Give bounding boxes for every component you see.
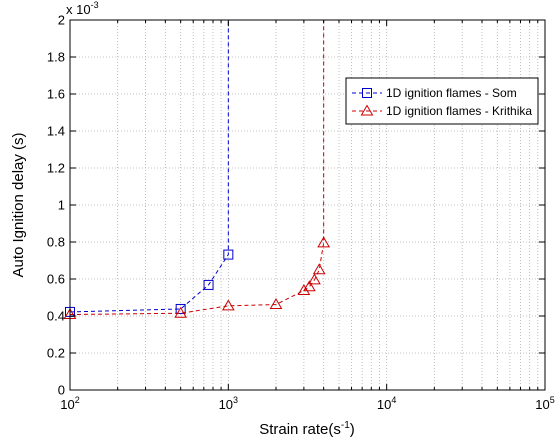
data-point-triangle bbox=[303, 280, 316, 292]
y-tick-label: 0 bbox=[58, 383, 65, 398]
data-point-triangle bbox=[297, 283, 311, 295]
x-tick-label-exp: 5 bbox=[550, 395, 555, 405]
x-tick-label-base: 10 bbox=[377, 397, 391, 412]
x-axis-title-base: Strain rate(s bbox=[259, 421, 341, 438]
y-tick-label: 0.4 bbox=[47, 309, 65, 324]
legend: 1D ignition flames - Som 1D ignition fla… bbox=[345, 77, 539, 125]
y-tick-label: 1.8 bbox=[47, 50, 65, 65]
x-tick-label: 103 bbox=[219, 395, 238, 412]
x-tick-label: 104 bbox=[377, 395, 396, 412]
y-tick-label: 1.6 bbox=[47, 87, 65, 102]
x-tick-label: 102 bbox=[60, 395, 79, 412]
series-line-1 bbox=[69, 20, 325, 316]
x-tick-label-exp: 3 bbox=[233, 395, 238, 405]
legend-marker-krithika bbox=[360, 104, 374, 116]
data-point-square bbox=[175, 303, 186, 314]
data-point-triangle bbox=[308, 273, 321, 285]
legend-marker-som bbox=[362, 88, 372, 98]
x-tick-label-base: 10 bbox=[60, 397, 74, 412]
x-axis-title-sup: -1 bbox=[341, 420, 350, 431]
data-point-triangle bbox=[221, 299, 235, 311]
data-point-triangle bbox=[317, 236, 331, 248]
data-point-square bbox=[203, 279, 214, 290]
legend-label-krithika: 1D ignition flames - Krithika bbox=[386, 104, 532, 118]
legend-box bbox=[345, 77, 539, 125]
y-tick-label: 0.6 bbox=[47, 272, 65, 287]
y-multiplier: x 10-3 bbox=[66, 0, 99, 17]
y-tick-label: 0.2 bbox=[47, 346, 65, 361]
legend-label-som: 1D ignition flames - Som bbox=[386, 86, 517, 100]
data-point-square bbox=[223, 249, 234, 260]
grid bbox=[70, 20, 545, 390]
x-tick-label-base: 10 bbox=[219, 397, 233, 412]
data-point-triangle bbox=[174, 306, 188, 318]
y-multiplier-exp: -3 bbox=[91, 0, 99, 10]
y-tick-label: 1.4 bbox=[47, 124, 65, 139]
y-tick-label: 2 bbox=[58, 13, 65, 28]
data-point-triangle bbox=[312, 263, 326, 275]
x-axis-title-tail: ) bbox=[350, 421, 355, 438]
x-tick-label-exp: 4 bbox=[391, 395, 396, 405]
ticks bbox=[70, 19, 545, 391]
y-axis-title: Auto Ignition delay (s) bbox=[10, 132, 27, 277]
y-tick-label: 1 bbox=[58, 198, 65, 213]
x-tick-label: 105 bbox=[535, 395, 554, 412]
data-point-triangle bbox=[269, 298, 283, 310]
y-tick-label: 0.8 bbox=[47, 235, 65, 250]
series-line-0 bbox=[69, 20, 229, 313]
y-tick-label: 1.2 bbox=[47, 161, 65, 176]
x-axis-title: Strain rate(s-1) bbox=[259, 420, 355, 438]
y-multiplier-prefix: x 10 bbox=[66, 2, 91, 17]
x-tick-label-exp: 2 bbox=[75, 395, 80, 405]
x-tick-label-base: 10 bbox=[535, 397, 549, 412]
